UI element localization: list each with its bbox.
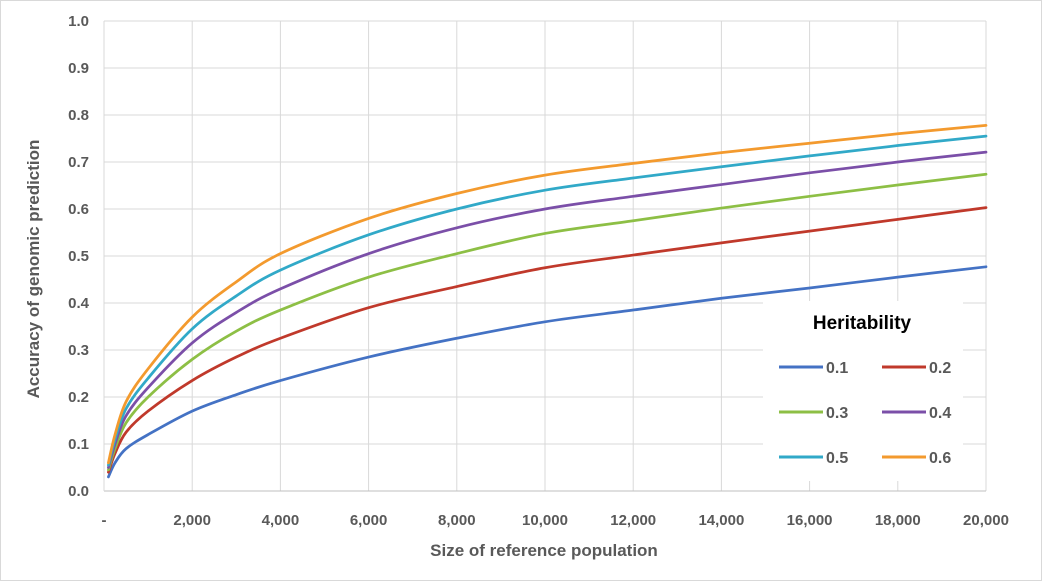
legend-label: 0.3	[826, 405, 848, 422]
series-line-0-2	[107, 206, 988, 474]
x-tick-label: 2,000	[173, 512, 211, 529]
legend-label: 0.1	[826, 360, 848, 377]
legend-item-0-5: 0.5	[779, 450, 848, 467]
legend: Heritability 0.1 0.2 0.3 0.4 0.5 0.6	[763, 301, 963, 481]
legend-item-0-3: 0.3	[779, 405, 848, 422]
legend-item-0-4: 0.4	[882, 405, 951, 422]
y-tick-label: 0.2	[68, 389, 89, 406]
x-tick-label: -	[102, 512, 107, 529]
y-tick-label: 0.0	[68, 483, 89, 500]
x-tick-label: 18,000	[875, 512, 921, 529]
x-tick-label: 20,000	[963, 512, 1009, 529]
series-line-0-5	[107, 134, 988, 467]
legend-background	[763, 301, 963, 481]
legend-label: 0.2	[929, 360, 951, 377]
y-axis-title: Accuracy of genomic prediction	[24, 140, 43, 399]
x-tick-label: 6,000	[350, 512, 388, 529]
x-tick-label: 12,000	[610, 512, 656, 529]
legend-items: 0.1 0.2 0.3 0.4 0.5 0.6	[779, 360, 951, 467]
y-tick-label: 0.6	[68, 201, 89, 218]
y-tick-label: 0.7	[68, 154, 89, 171]
legend-item-0-2: 0.2	[882, 360, 951, 377]
legend-label: 0.6	[929, 450, 951, 467]
series-line-0-3	[107, 172, 988, 472]
legend-title: Heritability	[813, 313, 912, 334]
x-axis-title: Size of reference population	[430, 541, 658, 560]
y-tick-label: 0.5	[68, 248, 89, 265]
y-tick-label: 0.1	[68, 436, 89, 453]
y-tick-label: 0.8	[68, 107, 89, 124]
legend-item-0-6: 0.6	[882, 450, 951, 467]
legend-label: 0.4	[929, 405, 951, 422]
axes	[103, 21, 986, 492]
x-tick-label: 4,000	[262, 512, 300, 529]
x-axis-ticks: - 2,000 4,000 6,000 8,000 10,000 12,000 14,000 1…	[102, 512, 1009, 529]
y-axis-ticks: 0.0 0.1 0.2 0.3 0.4 0.5 0.6 0.7 0.8 0.9 1.0	[68, 13, 90, 500]
x-tick-label: 16,000	[787, 512, 833, 529]
x-tick-label: 8,000	[438, 512, 476, 529]
x-tick-label: 10,000	[522, 512, 568, 529]
y-tick-label: 0.4	[68, 295, 90, 312]
series-lines	[107, 123, 988, 479]
series-line-0-1	[107, 265, 988, 479]
y-tick-label: 0.9	[68, 60, 89, 77]
series-line-0-6	[107, 123, 988, 465]
y-tick-label: 0.3	[68, 342, 89, 359]
legend-label: 0.5	[826, 450, 848, 467]
x-tick-label: 14,000	[698, 512, 744, 529]
y-tick-label: 1.0	[68, 13, 89, 30]
legend-item-0-1: 0.1	[779, 360, 848, 377]
series-line-0-4	[107, 150, 988, 469]
